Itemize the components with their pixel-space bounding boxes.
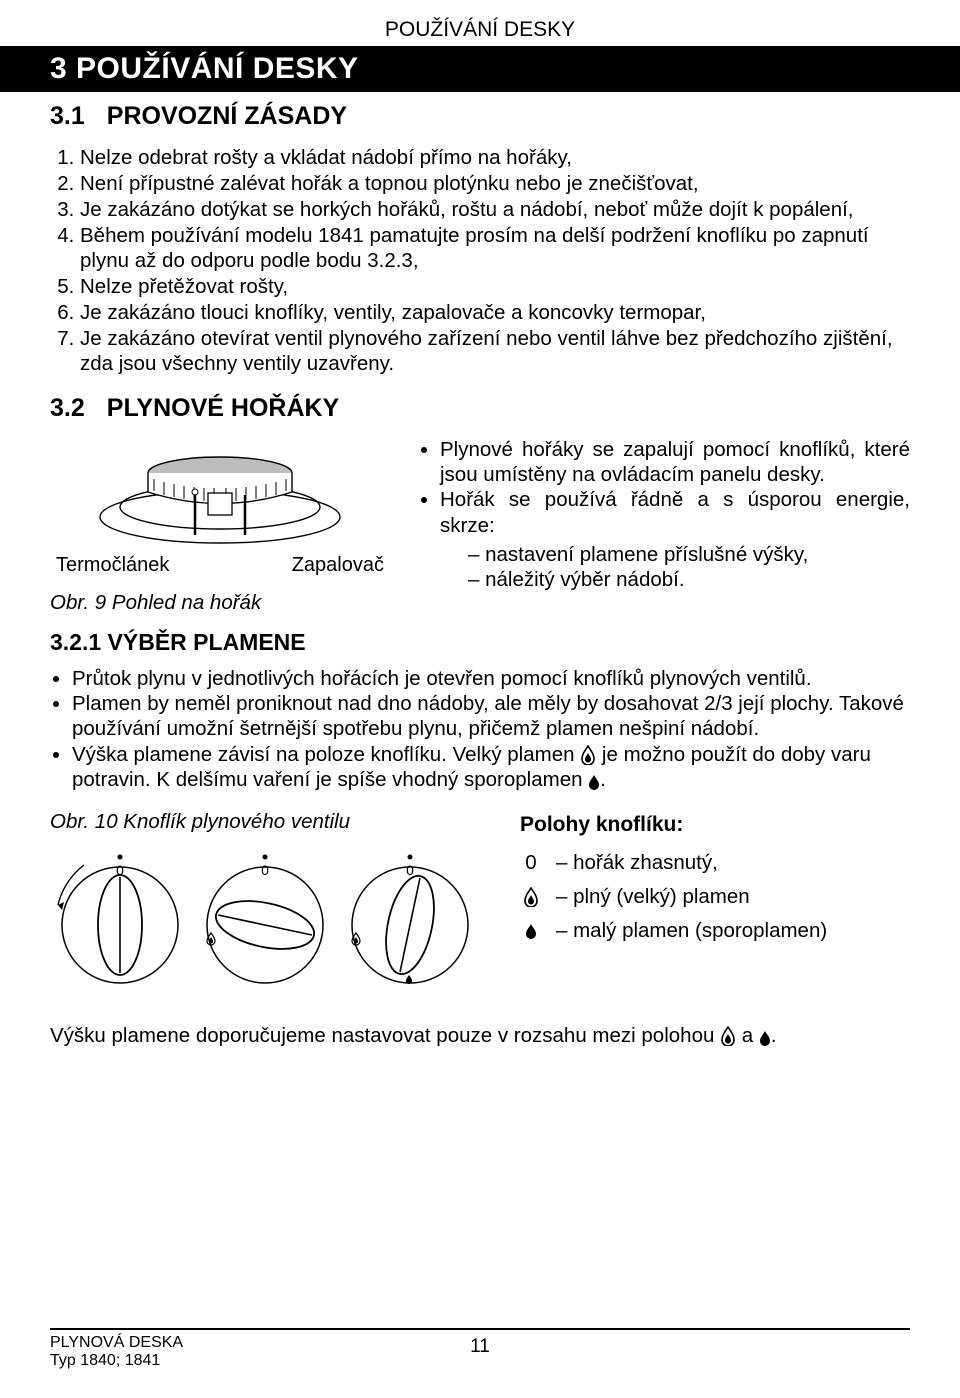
knob-position-small: – malý plamen (sporoplamen) [520,916,910,946]
burner-label-igniter: Zapalovač [292,554,384,577]
subsection-title: PLYNOVÉ HOŘÁKY [107,394,339,422]
bullet-item: Plynové hořáky se zapalují pomocí knoflí… [440,437,910,487]
burner-figure: Termočlánek Zapalovač Obr. 9 Pohled na h… [50,437,390,615]
rule-item: Není přípustné zalévat hořák a topnou pl… [80,171,910,196]
page-header-label: POUŽÍVÁNÍ DESKY [50,18,910,42]
section-3-bar: 3 POUŽÍVÁNÍ DESKY [0,46,960,92]
knob-figure-section: Obr. 10 Knoflík plynového ventilu 0 0 [50,810,910,1005]
bullet-item: Plamen by neměl proniknout nad dno nádob… [72,691,910,741]
knob-diagram-icon: 0 0 0 [50,840,480,1000]
rule-item: Je zakázáno tlouci knoflíky, ventily, za… [80,300,910,325]
subsection-3-2: 3.2 PLYNOVÉ HOŘÁKY [50,394,910,423]
rules-list: Nelze odebrat rošty a vkládat nádobí pří… [80,145,910,376]
bullet-item: Hořák se používá řádně a s úsporou energ… [440,487,910,592]
subsection-3-1: 3.1 PROVOZNÍ ZÁSADY [50,102,910,131]
subsection-3-2-1: 3.2.1 VÝBĚR PLAMENE [50,629,910,656]
bullet-text: Hořák se používá řádně a s úsporou energ… [440,488,910,536]
subsection-title: PROVOZNÍ ZÁSADY [107,102,347,130]
burner-label-thermocouple: Termočlánek [56,554,169,577]
big-flame-icon [580,745,596,765]
knob-position-big: – plný (velký) plamen [520,882,910,912]
svg-text:0: 0 [116,862,124,878]
knob-text: – malý plamen (sporoplamen) [556,916,827,946]
page-footer: PLYNOVÁ DESKA Typ 1840; 1841 11 [50,1328,910,1370]
sub-bullet-item: nastavení plamene příslušné výšky, [468,542,910,567]
big-flame-icon [520,887,542,907]
small-flame-icon [759,1030,771,1046]
knob-sym-0: 0 [520,848,542,878]
knob-text: – plný (velký) plamen [556,882,750,912]
sub-bullet-item: náležitý výběr nádobí. [468,567,910,592]
bullet-item: Průtok plynu v jednotlivých hořácích je … [72,666,910,691]
rule-item: Nelze odebrat rošty a vkládat nádobí pří… [80,145,910,170]
burner-figure-row: Termočlánek Zapalovač Obr. 9 Pohled na h… [50,437,910,615]
text-span: Výšku plamene doporučujeme nastavovat po… [50,1024,720,1047]
knob-positions-heading: Polohy knoflíku: [520,810,910,840]
text-span: Výška plamene závisí na poloze knoflíku.… [72,743,580,766]
svg-text:0: 0 [406,862,414,878]
svg-text:0: 0 [261,862,269,878]
text-span: a [742,1024,759,1047]
text-span: . [600,768,606,791]
rule-item: Nelze přetěžovat rošty, [80,274,910,299]
closing-note: Výšku plamene doporučujeme nastavovat po… [50,1023,910,1050]
big-flame-icon [720,1026,736,1046]
small-flame-icon [588,774,600,790]
knob-position-0: 0 – hořák zhasnutý, [520,848,910,878]
rule-item: Během používání modelu 1841 pamatujte pr… [80,223,910,273]
knob-positions: Polohy knoflíku: 0 – hořák zhasnutý, – p… [520,810,910,950]
figure-9-caption: Obr. 9 Pohled na hořák [50,591,390,615]
burner-diagram-icon [90,437,350,547]
rule-item: Je zakázáno otevírat ventil plynového za… [80,326,910,376]
small-flame-icon [520,923,542,939]
page-number: 11 [50,1336,910,1358]
text-span: . [771,1024,777,1047]
rule-item: Je zakázáno dotýkat se horkých hořáků, r… [80,197,910,222]
figure-10-caption: Obr. 10 Knoflík plynového ventilu [50,810,490,834]
bullet-item: Výška plamene závisí na poloze knoflíku.… [72,742,910,792]
flame-selection-list: Průtok plynu v jednotlivých hořácích je … [72,666,910,792]
subsection-num: 3.2 [50,394,85,422]
burner-description: Plynové hořáky se zapalují pomocí knoflí… [418,437,910,615]
knob-text: – hořák zhasnutý, [556,848,718,878]
subsection-num: 3.1 [50,102,85,130]
